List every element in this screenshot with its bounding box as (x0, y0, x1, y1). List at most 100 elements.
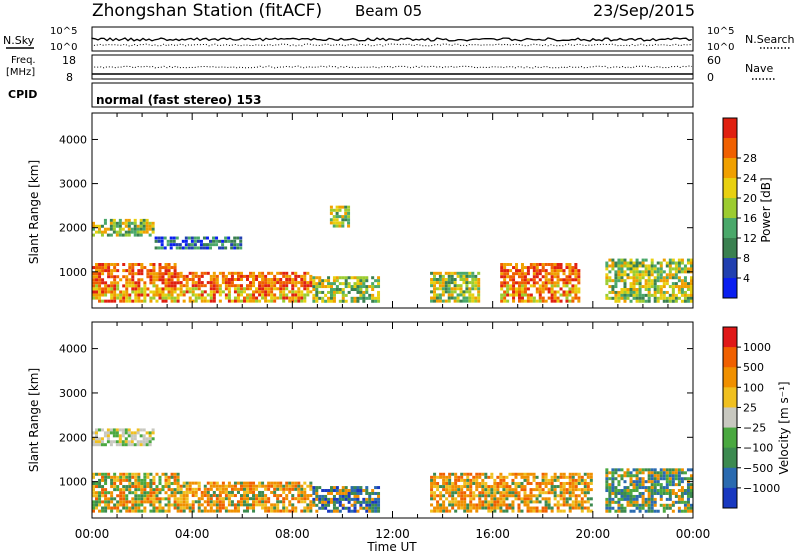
echo-cell (151, 431, 155, 435)
echo-cell (164, 485, 168, 489)
echo-cell (273, 284, 277, 288)
echo-cell (617, 474, 621, 478)
echo-cell (626, 486, 630, 490)
echo-cell (503, 275, 507, 279)
echo-cell (550, 478, 554, 482)
echo-cell (94, 230, 98, 234)
echo-cell (344, 215, 348, 219)
echo-cell (203, 494, 207, 498)
echo-cell (113, 278, 117, 282)
echo-cell (433, 281, 437, 285)
echo-cell (471, 274, 475, 278)
echo-cell (468, 296, 472, 300)
echo-cell (356, 494, 360, 498)
echo-cell (347, 509, 351, 513)
echo-cell (644, 503, 648, 507)
echo-cell (170, 472, 174, 476)
echo-cell (176, 500, 180, 504)
echo-cell (565, 281, 569, 285)
echo-cell (436, 481, 440, 485)
echo-cell (683, 477, 687, 481)
echo-cell (686, 506, 690, 510)
echo-cell (350, 503, 354, 507)
echo-cell (285, 287, 289, 291)
echo-cell (113, 497, 117, 501)
echo-cell (335, 218, 339, 222)
echo-cell (451, 494, 455, 498)
echo-cell (632, 503, 636, 507)
echo-cell (629, 489, 633, 493)
echo-cell (209, 500, 213, 504)
echo-cell (139, 218, 143, 222)
echo-cell (662, 486, 666, 490)
echo-cell (430, 475, 434, 479)
echo-cell (312, 503, 316, 507)
echo-cell (632, 276, 636, 280)
echo-cell (103, 230, 107, 234)
echo-cell (224, 490, 228, 494)
echo-cell (574, 275, 578, 279)
echo-cell (227, 494, 231, 498)
echo-cell (671, 477, 675, 481)
echo-cell (112, 218, 116, 222)
echo-cell (605, 279, 609, 283)
echo-cell (191, 281, 195, 285)
echo-cell (505, 491, 509, 495)
echo-cell (611, 471, 615, 475)
echo-cell (242, 500, 246, 504)
echo-cell (140, 290, 144, 294)
echo-cell (239, 246, 243, 250)
colorbar-swatch (723, 218, 737, 239)
echo-cell (161, 293, 165, 297)
echo-cell (620, 497, 624, 501)
echo-cell (556, 494, 560, 498)
echo-cell (674, 270, 678, 274)
echo-cell (435, 296, 439, 300)
echo-cell (230, 500, 234, 504)
echo-cell (239, 290, 243, 294)
echo-cell (101, 488, 105, 492)
echo-cell (559, 481, 563, 485)
echo-cell (559, 287, 563, 291)
echo-cell (146, 497, 150, 501)
echo-cell (448, 494, 452, 498)
echo-cell (641, 497, 645, 501)
echo-cell (182, 500, 186, 504)
echo-cell (538, 263, 542, 266)
echo-cell (550, 281, 554, 285)
echo-cell (185, 497, 189, 501)
echo-cell (665, 299, 669, 303)
echo-cell (451, 503, 455, 507)
echo-cell (116, 475, 120, 479)
echo-cell (614, 290, 618, 294)
echo-cell (172, 236, 176, 240)
echo-cell (101, 509, 105, 513)
echo-cell (95, 494, 99, 498)
echo-cell (107, 275, 111, 279)
echo-cell (167, 509, 171, 513)
echo-cell (137, 281, 141, 285)
echo-cell (568, 275, 572, 279)
echo-cell (515, 272, 519, 276)
echo-cell (167, 506, 171, 510)
echo-cell (267, 290, 271, 294)
echo-cell (140, 293, 144, 297)
echo-cell (433, 274, 437, 278)
echo-cell (614, 276, 618, 280)
echo-cell (623, 273, 627, 277)
echo-cell (514, 472, 518, 476)
echo-cell (122, 500, 126, 504)
echo-cell (571, 475, 575, 479)
echo-cell (668, 296, 672, 300)
echo-cell (371, 282, 375, 286)
echo-cell (92, 224, 95, 228)
echo-cell (194, 271, 198, 275)
echo-cell (188, 506, 192, 510)
echo-cell (107, 299, 111, 303)
echo-cell (502, 481, 506, 485)
echo-cell (136, 230, 140, 234)
echo-cell (689, 282, 693, 286)
echo-cell (215, 494, 219, 498)
echo-cell (680, 477, 684, 481)
echo-cell (332, 500, 336, 504)
